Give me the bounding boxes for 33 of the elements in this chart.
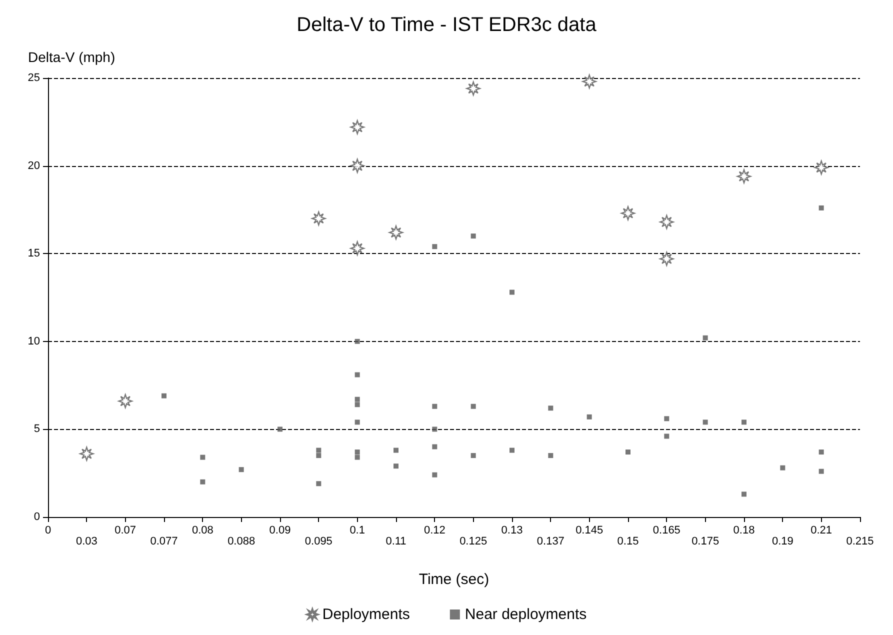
y-tick-label: 0 — [34, 511, 40, 523]
x-axis-title: Time (sec) — [418, 571, 490, 588]
x-tick-label: 0.137 — [536, 536, 564, 548]
x-tick-label: 0.175 — [692, 536, 720, 548]
y-tick-label: 25 — [28, 72, 40, 84]
y-tick-label: 10 — [28, 335, 40, 348]
x-tick-label: 0.125 — [460, 536, 488, 548]
x-tick-label: 0.145 — [576, 524, 604, 536]
legend-label: Deployments — [322, 606, 410, 623]
x-tick-label: 0.09 — [269, 524, 291, 536]
x-tick-label: 0 — [44, 524, 52, 536]
x-tick-label: 0.15 — [617, 536, 639, 548]
x-tick-label: 0.077 — [150, 536, 178, 548]
y-tick-label: 15 — [28, 248, 40, 260]
x-tick-label: 0.095 — [304, 536, 332, 548]
x-tick-label: 0.07 — [114, 524, 136, 536]
x-tick-label: 0.165 — [652, 524, 680, 536]
x-tick-label: 0.19 — [772, 536, 794, 548]
x-tick-label: 0.13 — [501, 524, 523, 536]
y-tick-label: 5 — [34, 423, 40, 436]
y-tick-label: 20 — [28, 160, 40, 172]
x-tick-label: 0.21 — [810, 524, 832, 536]
legend-label: Near deployments — [464, 606, 587, 623]
x-tick-label: 0.215 — [846, 536, 874, 548]
x-tick-label: 0.03 — [76, 536, 98, 548]
chart-title: Delta-V to Time - IST EDR3c data — [296, 14, 598, 36]
x-tick-label: 0.08 — [192, 524, 214, 536]
y-axis-title: Delta-V (mph) — [28, 49, 116, 65]
x-tick-label: 0.1 — [350, 524, 365, 536]
x-tick-label: 0.12 — [424, 524, 446, 536]
x-tick-label: 0.088 — [228, 536, 256, 548]
x-tick-label: 0.11 — [386, 536, 406, 548]
x-tick-label: 0.18 — [733, 524, 755, 536]
